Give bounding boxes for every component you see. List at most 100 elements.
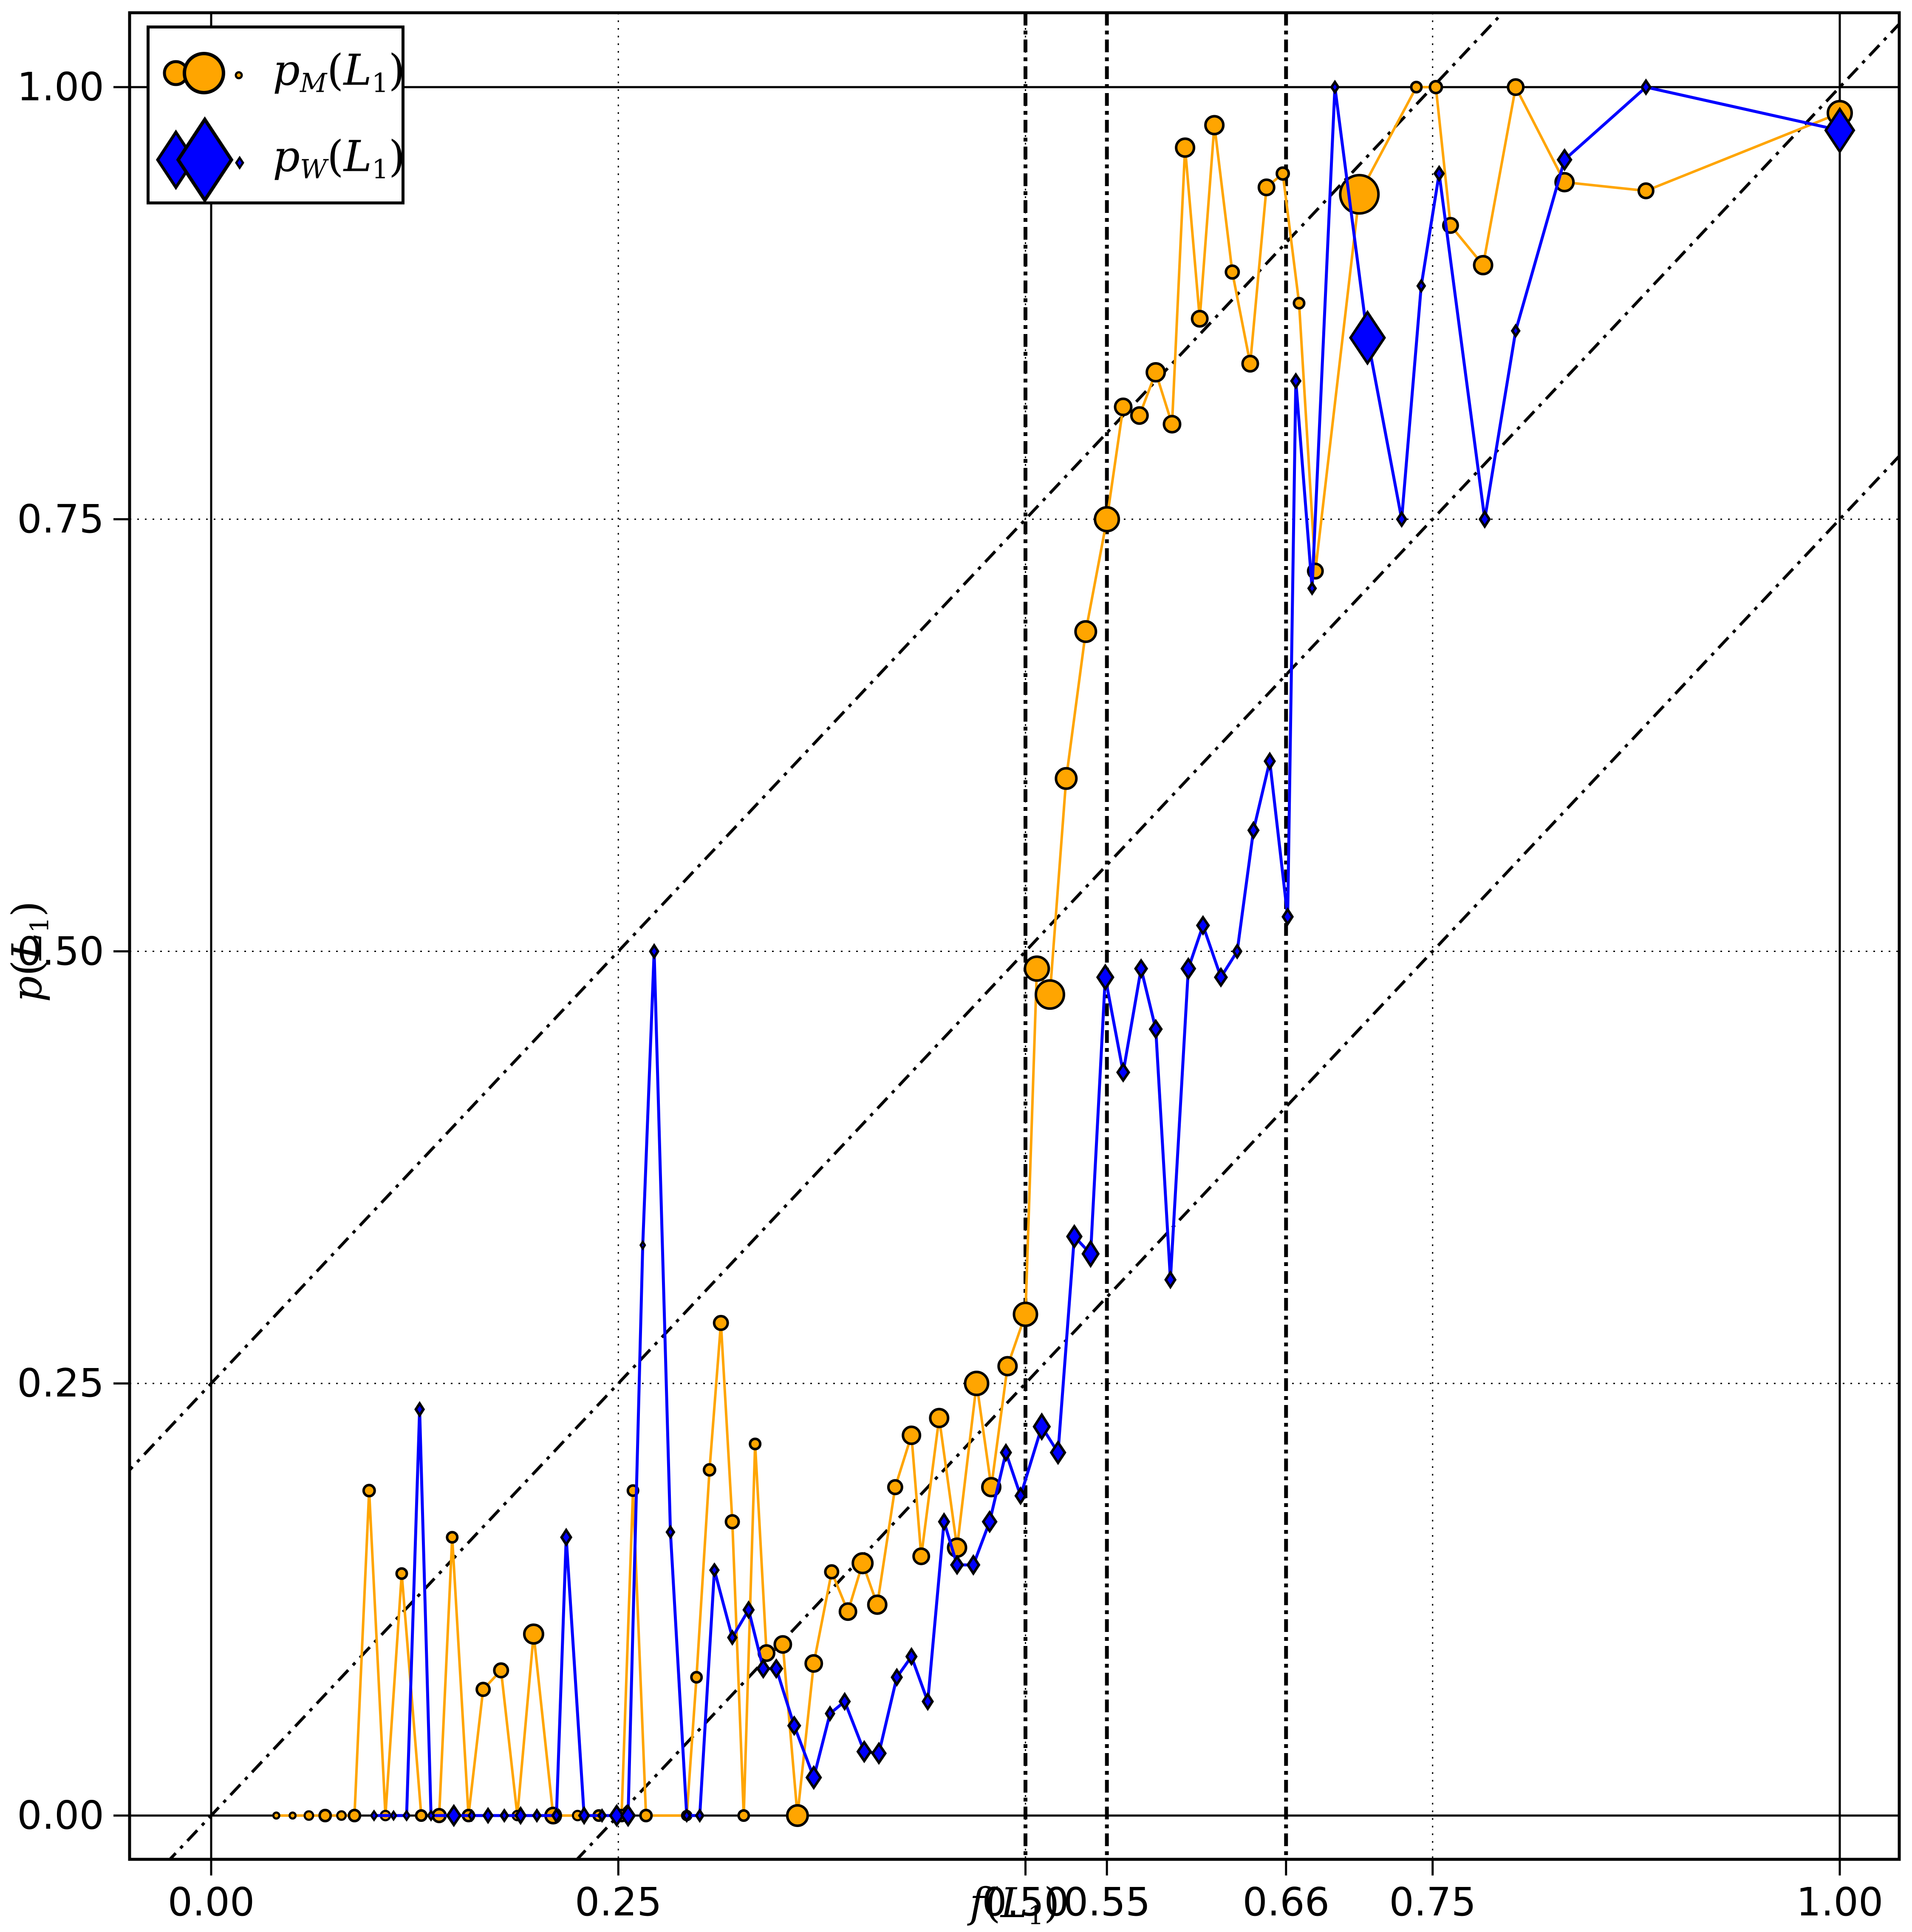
x-axis-title-symbol: f [969,1879,985,1927]
series-line [276,86,1841,1817]
data-point-diamond [856,1740,872,1763]
legend-marker-diamonds-icon [156,116,244,203]
legend-large-circle-icon [183,52,225,94]
diagonal-dashdot-line [130,13,1505,1473]
x-axis-title-paren: ( [984,1879,1001,1927]
data-point-circle [1225,264,1240,280]
data-point-circle [415,1809,428,1822]
data-point-diamond [921,1692,934,1711]
legend-pM-L-sub: 1 [371,67,389,99]
data-point-diamond [1049,1440,1066,1465]
data-point-circle [690,1671,703,1684]
data-point-circle [1013,1301,1038,1327]
legend-dot-icon [235,71,243,79]
data-point-diamond [597,1808,607,1823]
data-point-circle [1094,506,1120,533]
data-point-diamond [560,1527,573,1547]
x-axis-title-sub: 1 [1027,1901,1044,1931]
y-axis-title-sub: 1 [25,917,55,933]
series-pW [370,78,1855,1827]
x-tick-label: 1.00 [1796,1879,1884,1925]
legend-dot-diamond-icon [235,155,244,170]
data-point-circle [902,1425,922,1445]
data-point-diamond [999,1443,1013,1462]
data-point-diamond [578,1806,591,1825]
data-point-circle [851,1552,874,1575]
data-point-diamond [665,1524,676,1540]
data-point-diamond [756,1658,771,1679]
data-point-diamond [1416,278,1426,294]
data-point-circle [1637,182,1655,200]
data-point-circle [867,1594,888,1615]
y-axis-title-paren-close: ) [3,901,51,917]
y-tick-label: 0.25 [17,1360,104,1406]
data-point-diamond [1263,751,1276,771]
data-point-circle [1074,620,1097,643]
data-point-diamond [370,1809,379,1822]
y-axis-title: p(L1) [3,901,55,1002]
y-axis-title-symbol: p [3,976,51,1002]
data-point-diamond [838,1692,851,1711]
y-tick-label: 0.00 [17,1793,104,1838]
data-point-diamond [649,943,660,960]
data-point-circle [272,1811,280,1820]
x-tick-label: 0.66 [1242,1879,1330,1925]
data-point-circle [288,1811,297,1820]
data-point-diamond [682,1808,692,1823]
data-point-circle [804,1654,823,1673]
data-point-diamond [1640,78,1652,96]
data-point-circle [1293,297,1306,310]
data-point-circle [702,1463,716,1477]
legend-pW-paren: ( [327,131,344,181]
data-point-circle [1204,115,1225,136]
legend-pM-L: L [343,45,372,95]
data-point-circle [303,1810,314,1821]
data-point-diamond [727,1629,738,1646]
data-point-diamond [1066,1224,1083,1249]
x-tick-label: 0.25 [574,1879,662,1925]
legend: pM(L1) pW(L1) [147,25,405,204]
data-point-circle [1191,309,1209,328]
data-point-diamond [620,1804,636,1827]
data-point-diamond [446,1804,462,1827]
data-point-diamond [1014,1486,1027,1506]
legend-item-pM: pM(L1) [150,28,405,115]
series-pM [272,78,1853,1827]
axes-spines [128,11,1901,1861]
data-point-circle [395,1567,408,1580]
data-point-diamond [414,1401,425,1418]
legend-pW-symbol: p [273,131,300,181]
x-axis-title-paren-close: ) [1044,1879,1060,1927]
data-point-diamond [1213,967,1228,988]
data-point-circle [749,1437,762,1450]
data-point-diamond [1134,958,1148,979]
data-point-diamond [514,1806,527,1825]
data-point-circle [929,1408,950,1428]
x-axis-title: f(L1) [970,1883,1060,1929]
x-axis-title-L: L [1000,1879,1028,1927]
data-point-circle [318,1809,332,1822]
data-point-diamond [608,1804,625,1827]
legend-pW-subscript: W [300,153,327,185]
data-point-circle [1024,955,1050,982]
data-point-circle [639,1809,653,1822]
data-point-diamond [1232,943,1243,960]
data-point-circle [737,1809,750,1822]
data-point-diamond [1396,510,1408,528]
data-point-diamond [787,1715,801,1736]
data-point-circle [997,1356,1018,1377]
legend-marker-circles-icon [163,52,243,94]
data-point-circle [1055,767,1078,790]
data-point-diamond [1148,1019,1163,1040]
y-tick-label: 0.75 [17,496,104,542]
data-point-diamond [769,1658,783,1679]
data-point-diamond [1196,915,1210,936]
data-point-diamond [981,1510,998,1533]
data-point-circle [786,1804,809,1827]
data-point-diamond [1330,79,1340,95]
data-point-circle [838,1602,857,1621]
legend-label-pW: pW(L1) [273,132,405,185]
